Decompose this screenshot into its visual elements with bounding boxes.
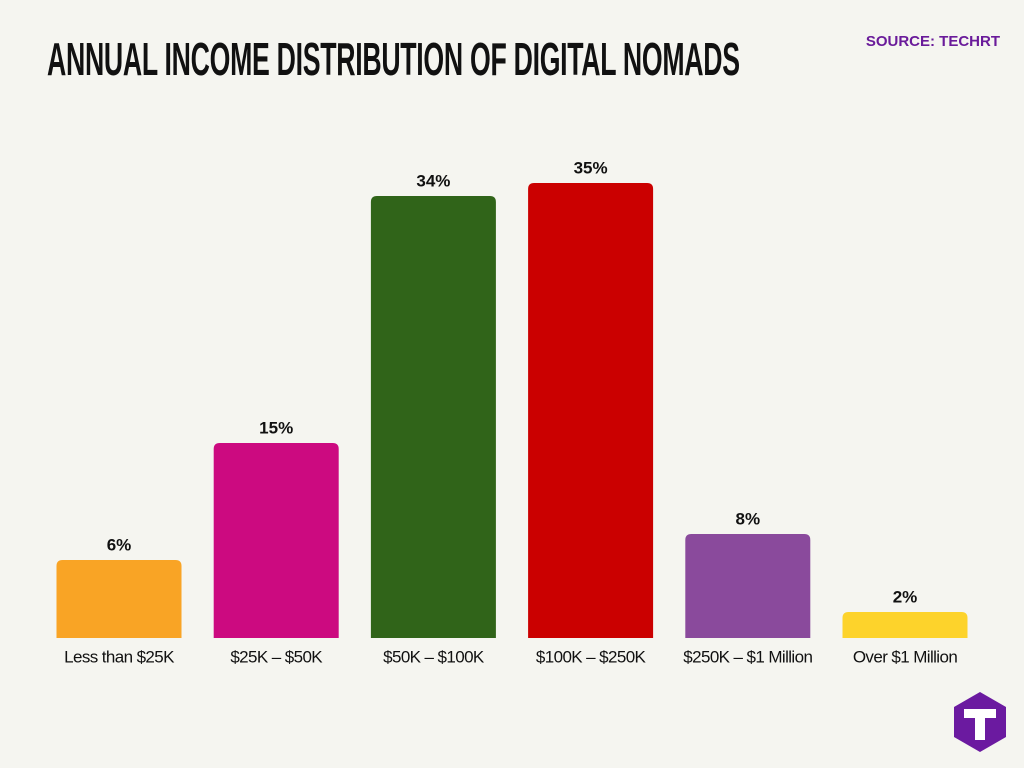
x-tick-label: $250K – $1 Million [683,647,812,666]
chart-title: ANNUAL INCOME DISTRIBUTION OF DIGITAL NO… [47,33,740,85]
x-tick-label: $25K – $50K [230,647,323,666]
bar [213,443,339,638]
logo [954,692,1006,752]
bar [370,196,496,638]
x-tick-label: Over $1 Million [853,647,958,666]
bar [842,612,968,638]
value-label: 2% [893,587,918,606]
value-label: 34% [416,171,450,190]
x-tick-label: $50K – $100K [383,647,485,666]
value-label: 35% [574,158,608,177]
x-tick-label: Less than $25K [64,647,175,666]
bar [56,560,182,638]
x-tick-label: $100K – $250K [536,647,647,666]
value-label: 15% [259,418,293,437]
source: SOURCE: TECHRT [865,33,1000,50]
bar [528,183,654,638]
value-label: 6% [107,535,132,554]
bar [685,534,811,638]
value-label: 8% [736,509,761,528]
